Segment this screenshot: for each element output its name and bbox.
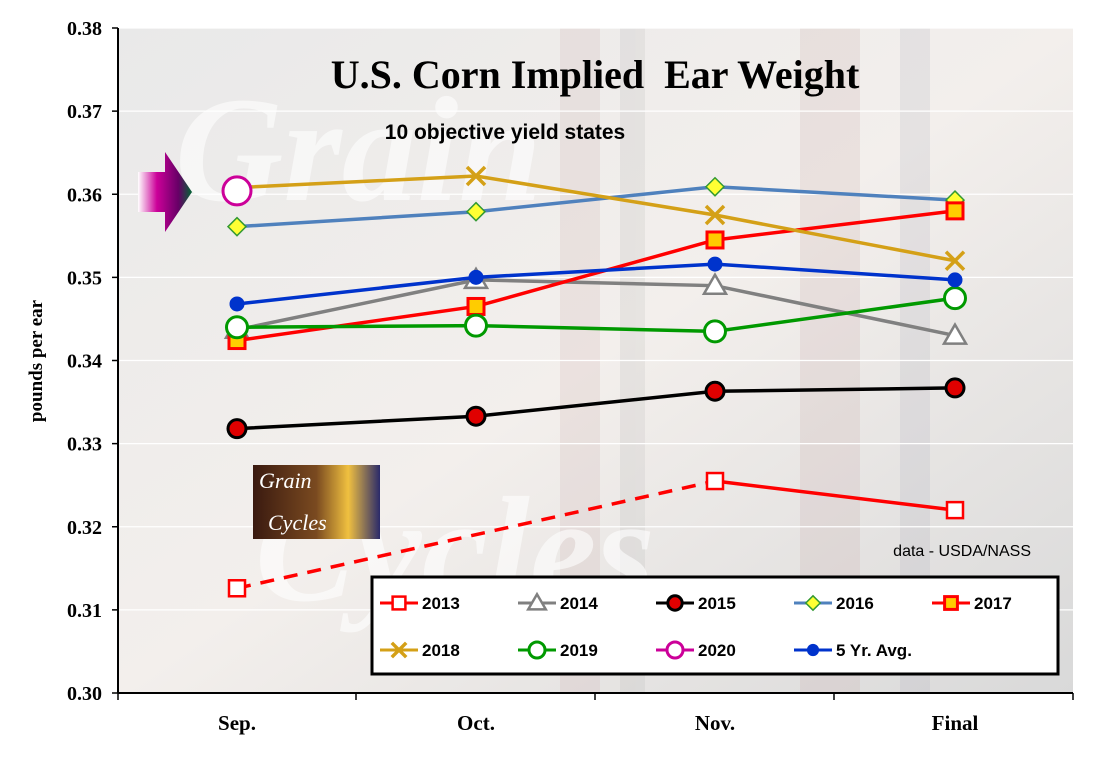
data-point xyxy=(390,641,408,659)
data-point xyxy=(704,176,726,197)
legend-label: 2015 xyxy=(698,594,736,613)
legend-item: 2015 xyxy=(656,594,736,613)
legend-item: 2018 xyxy=(380,641,460,660)
grain-cycles-logo: Grain Cycles xyxy=(253,465,380,539)
data-point xyxy=(229,296,245,312)
data-point xyxy=(945,201,965,221)
y-tick-label: 0.30 xyxy=(67,683,102,705)
logo-line-1: Grain xyxy=(259,468,312,493)
x-tick-label: Final xyxy=(932,711,979,735)
data-point xyxy=(707,256,723,272)
logo-line-2: Cycles xyxy=(268,510,327,535)
series-2019 xyxy=(225,286,967,344)
legend-item: 2016 xyxy=(794,594,874,613)
source-note: data - USDA/NASS xyxy=(893,543,1031,560)
series-5-yr-avg- xyxy=(229,256,963,312)
data-point xyxy=(526,591,548,611)
legend-label: 2013 xyxy=(422,594,460,613)
legend-item: 2019 xyxy=(518,640,598,660)
data-point xyxy=(704,380,726,402)
current-arrow xyxy=(138,152,192,232)
data-point xyxy=(527,640,547,660)
data-point xyxy=(666,594,684,612)
y-tick-labels: 0.30 0.31 0.32 0.33 0.34 0.35 0.36 0.37 0.38 xyxy=(67,18,118,705)
legend-label: 2018 xyxy=(422,641,460,660)
x-tick-label: Oct. xyxy=(457,711,495,735)
data-point xyxy=(944,250,966,271)
x-tick-label: Nov. xyxy=(695,711,735,735)
series-line xyxy=(714,479,956,512)
data-point xyxy=(704,204,726,226)
data-point xyxy=(466,296,486,316)
legend-item: 2017 xyxy=(932,594,1012,613)
y-tick-label: 0.38 xyxy=(67,18,102,40)
series-2013 xyxy=(227,471,965,598)
series-line xyxy=(236,386,956,431)
y-tick-label: 0.33 xyxy=(67,434,102,456)
data-point xyxy=(943,286,967,311)
data-point xyxy=(221,175,253,207)
data-point xyxy=(941,322,969,345)
legend: 2013 2014 2015 2016 2017 2018 2019 2020 5 Yr. Av… xyxy=(380,591,1012,660)
data-point xyxy=(391,595,407,611)
data-point xyxy=(944,377,966,399)
data-point xyxy=(226,216,248,237)
legend-item: 5 Yr. Avg. xyxy=(794,641,912,660)
y-tick-label: 0.35 xyxy=(67,267,102,289)
series-2016 xyxy=(226,176,966,237)
series-line xyxy=(236,185,956,229)
data-point xyxy=(945,500,965,520)
x-tick-label: Sep. xyxy=(218,711,256,735)
data-point xyxy=(703,319,727,344)
data-point xyxy=(806,643,820,657)
y-tick-label: 0.32 xyxy=(67,517,102,539)
data-point xyxy=(665,640,685,660)
legend-label: 2017 xyxy=(974,594,1012,613)
y-tick-label: 0.34 xyxy=(67,351,102,373)
data-point xyxy=(465,201,487,222)
x-tick-labels: Sep. Oct. Nov. Final xyxy=(117,693,1074,735)
data-point xyxy=(227,579,247,598)
series-2015 xyxy=(226,377,966,440)
series-line xyxy=(236,262,956,306)
series-line-dashed xyxy=(236,479,716,590)
chart-subtitle: 10 objective yield states xyxy=(385,121,625,144)
y-axis-label: pounds per ear xyxy=(26,299,47,422)
data-point xyxy=(943,595,959,611)
data-point xyxy=(804,594,822,612)
data-point xyxy=(705,471,725,491)
legend-item: 2013 xyxy=(380,594,460,613)
data-point xyxy=(947,272,963,288)
y-tick-label: 0.31 xyxy=(67,600,102,622)
data-point xyxy=(701,272,729,295)
legend-item: 2014 xyxy=(518,591,598,613)
data-point xyxy=(225,315,249,340)
legend-box xyxy=(370,575,1060,676)
legend-label: 2014 xyxy=(560,594,598,613)
legend-label: 2020 xyxy=(698,641,736,660)
legend-label: 2019 xyxy=(560,641,598,660)
y-tick-label: 0.37 xyxy=(67,101,102,123)
series-line xyxy=(236,174,956,263)
chart-title: U.S. Corn Implied Ear Weight xyxy=(331,52,860,97)
data-point xyxy=(465,165,487,187)
legend-label: 5 Yr. Avg. xyxy=(836,641,912,660)
series-layer xyxy=(221,165,969,598)
data-point xyxy=(465,405,487,427)
legend-item: 2020 xyxy=(656,640,736,660)
data-point xyxy=(226,418,248,440)
legend-label: 2016 xyxy=(836,594,874,613)
series-line xyxy=(236,296,956,334)
data-point xyxy=(464,313,488,338)
series-line xyxy=(236,278,956,338)
y-tick-label: 0.36 xyxy=(67,184,102,206)
series-line xyxy=(236,209,956,343)
series-2020 xyxy=(221,175,253,207)
data-point xyxy=(468,269,484,285)
data-point xyxy=(705,230,725,250)
